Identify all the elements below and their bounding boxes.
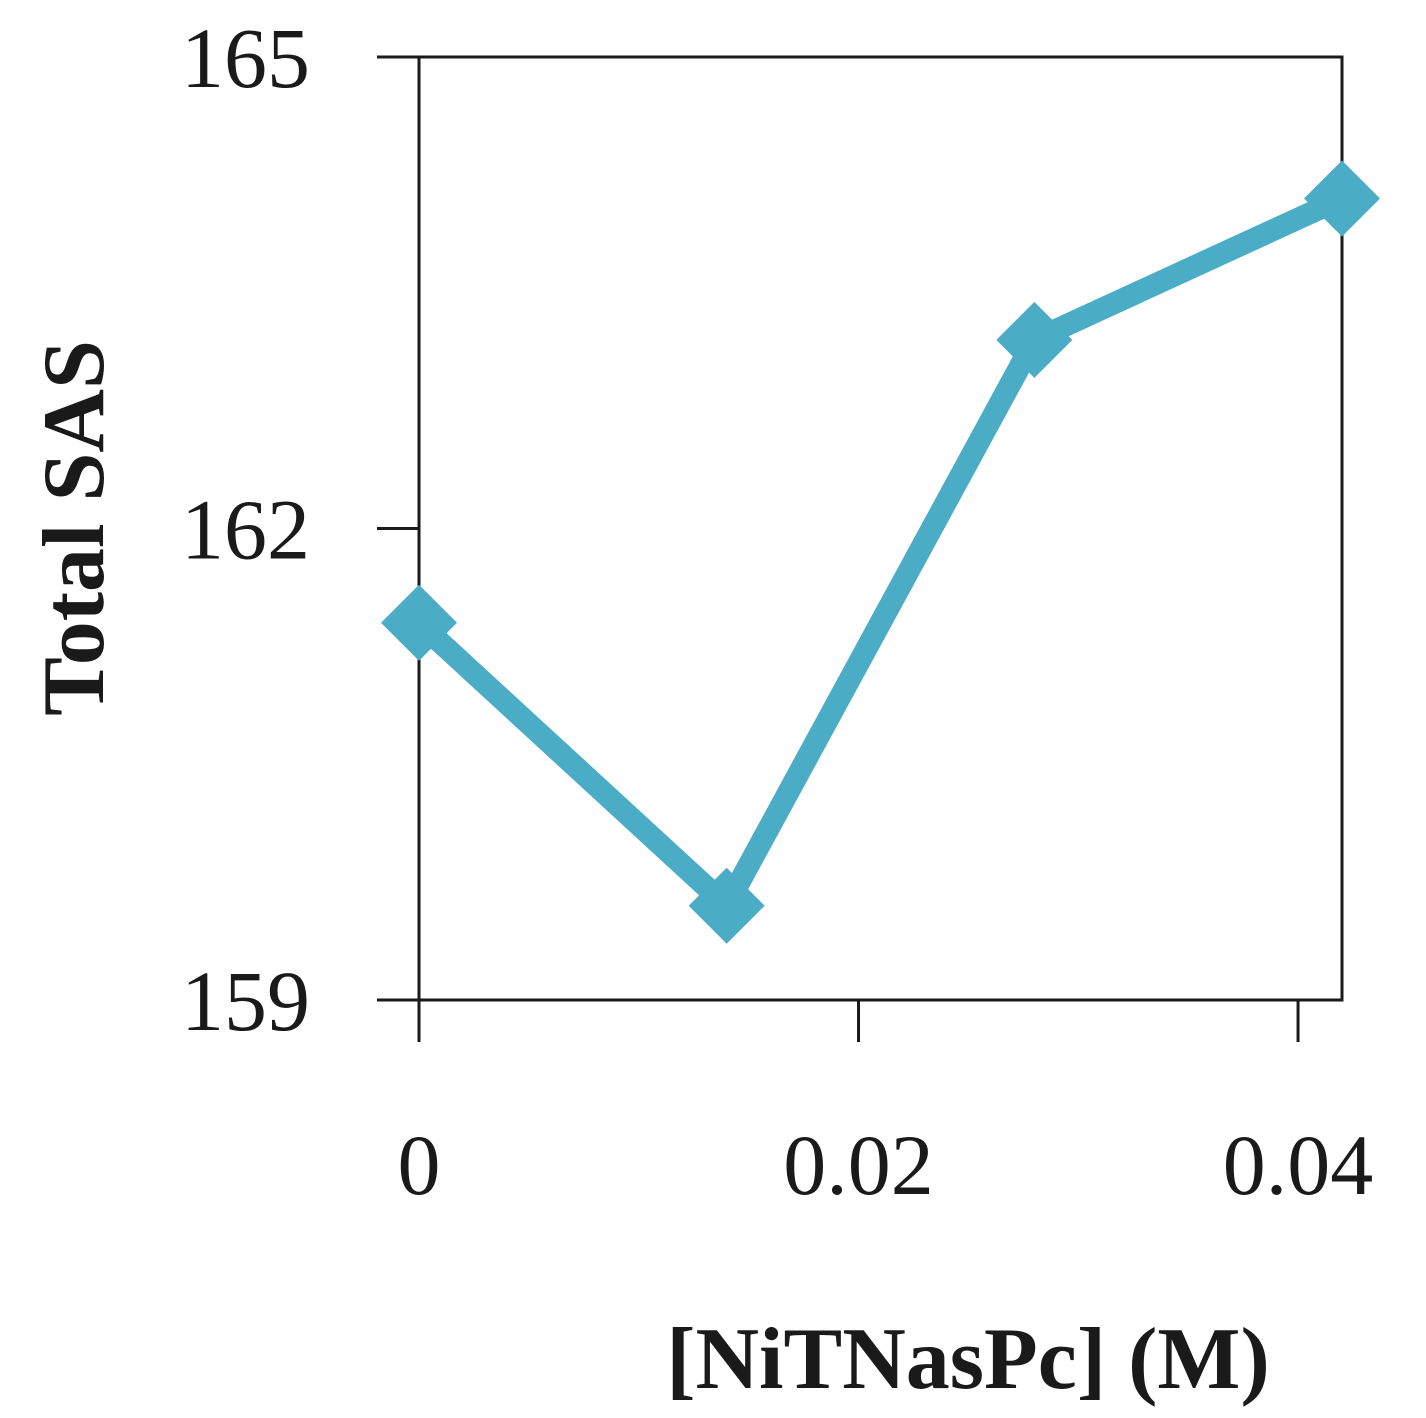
- plot-area: [417, 55, 1344, 1002]
- x-axis-ticks: 0 0.02 0.04: [398, 1000, 1374, 1213]
- y-axis-title: Total SAS: [26, 340, 123, 716]
- y-tick-label: 159: [181, 953, 310, 1049]
- y-tick-label: 165: [181, 10, 310, 106]
- series-line: [411, 188, 1347, 917]
- data-point-marker: [688, 867, 765, 944]
- y-axis-ticks: 159 162 165: [181, 10, 419, 1049]
- x-tick-label: 0: [398, 1117, 441, 1213]
- data-point-marker: [996, 301, 1073, 378]
- y-tick-label: 162: [181, 482, 310, 578]
- data-point-marker: [381, 584, 457, 661]
- data-point-marker: [1304, 160, 1380, 237]
- series-group: [381, 160, 1380, 944]
- x-tick-label: 0.04: [1223, 1117, 1374, 1213]
- x-axis-title: [NiTNasPc] (M): [666, 1311, 1270, 1408]
- x-tick-label: 0.02: [783, 1117, 934, 1213]
